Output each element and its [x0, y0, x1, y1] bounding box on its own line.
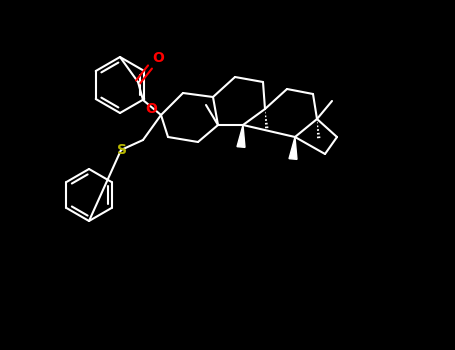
- Polygon shape: [289, 137, 297, 159]
- Text: O: O: [145, 102, 157, 116]
- Text: O: O: [152, 51, 164, 65]
- Polygon shape: [237, 125, 245, 147]
- Text: S: S: [117, 143, 127, 157]
